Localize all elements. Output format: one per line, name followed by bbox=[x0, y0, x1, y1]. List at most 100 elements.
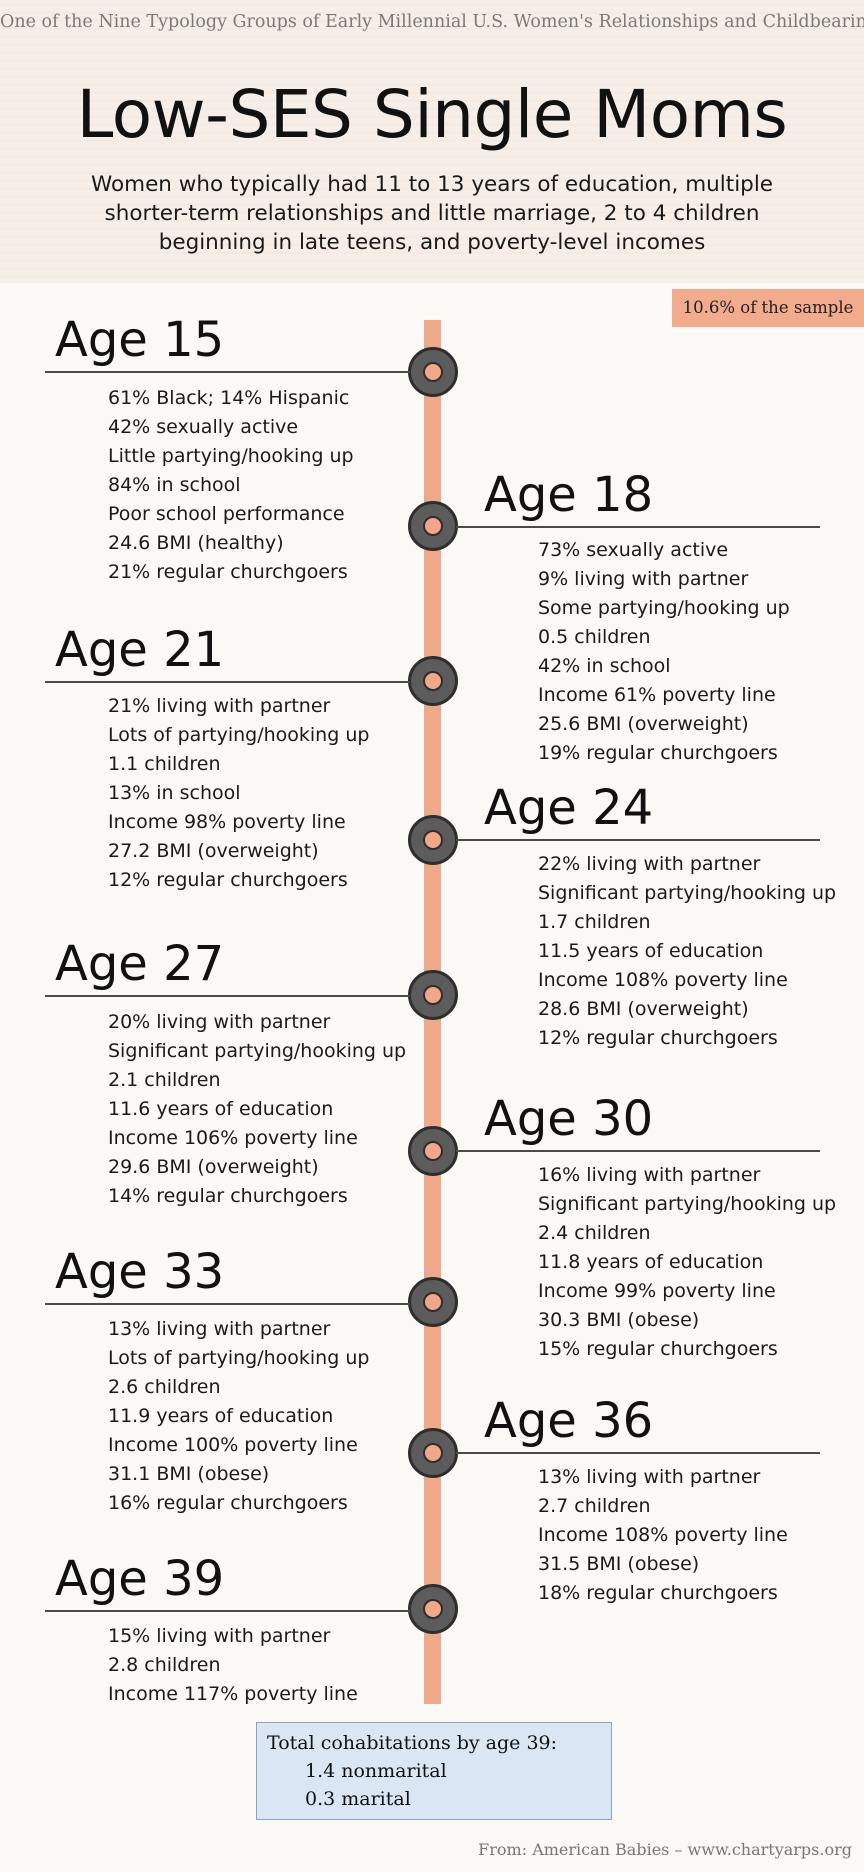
fact-item: Income 98% poverty line bbox=[108, 811, 346, 833]
age-21-rule bbox=[45, 681, 410, 683]
fact-item: 11.6 years of education bbox=[108, 1098, 334, 1120]
fact-item: 2.8 children bbox=[108, 1654, 221, 1676]
fact-item: Income 100% poverty line bbox=[108, 1434, 358, 1456]
fact-item: 1.1 children bbox=[108, 753, 221, 775]
summary-title: Total cohabitations by age 39: bbox=[267, 1732, 558, 1754]
fact-item: 14% regular churchgoers bbox=[108, 1185, 348, 1207]
fact-item: 31.5 BMI (obese) bbox=[538, 1553, 700, 1575]
age-36-label: Age 36 bbox=[484, 1393, 654, 1449]
fact-item: Poor school performance bbox=[108, 503, 345, 525]
fact-item: 21% living with partner bbox=[108, 695, 331, 717]
fact-item: 18% regular churchgoers bbox=[538, 1582, 778, 1604]
fact-item: 42% sexually active bbox=[108, 416, 299, 438]
fact-item: Income 108% poverty line bbox=[538, 1524, 788, 1546]
fact-item: Income 61% poverty line bbox=[538, 684, 776, 706]
age-21-label: Age 21 bbox=[55, 622, 225, 678]
sample-share-badge: 10.6% of the sample bbox=[672, 289, 864, 327]
timeline-node-age-30 bbox=[408, 1126, 458, 1176]
age-36-facts: 13% living with partner 2.7 children Inc… bbox=[538, 1463, 788, 1608]
fact-item: 13% living with partner bbox=[538, 1466, 761, 1488]
timeline-node-age-27 bbox=[408, 970, 458, 1020]
fact-item: 19% regular churchgoers bbox=[538, 742, 778, 764]
summary-marital: 0.3 marital bbox=[305, 1788, 411, 1810]
fact-item: 25.6 BMI (overweight) bbox=[538, 713, 749, 735]
fact-item: 16% living with partner bbox=[538, 1164, 761, 1186]
fact-item: Income 117% poverty line bbox=[108, 1683, 358, 1705]
fact-item: Lots of partying/hooking up bbox=[108, 1347, 370, 1369]
age-39-facts: 15% living with partner 2.8 children Inc… bbox=[108, 1622, 358, 1709]
fact-item: 2.4 children bbox=[538, 1222, 651, 1244]
header-banner: One of the Nine Typology Groups of Early… bbox=[0, 0, 864, 283]
age-24-label: Age 24 bbox=[484, 780, 654, 836]
fact-item: 29.6 BMI (overweight) bbox=[108, 1156, 319, 1178]
fact-item: 21% regular churchgoers bbox=[108, 561, 348, 583]
fact-item: 11.5 years of education bbox=[538, 940, 764, 962]
fact-item: Significant partying/hooking up bbox=[538, 1193, 837, 1215]
source-credit: From: American Babies – www.chartyarps.o… bbox=[478, 1840, 852, 1859]
age-33-rule bbox=[45, 1303, 410, 1305]
fact-item: Income 99% poverty line bbox=[538, 1280, 776, 1302]
fact-item: 16% regular churchgoers bbox=[108, 1492, 348, 1514]
fact-item: 13% in school bbox=[108, 782, 241, 804]
fact-item: Lots of partying/hooking up bbox=[108, 724, 370, 746]
timeline-node-age-33 bbox=[408, 1277, 458, 1327]
timeline-node-age-24 bbox=[408, 815, 458, 865]
page-subtitle: Women who typically had 11 to 13 years o… bbox=[90, 172, 774, 255]
age-18-rule bbox=[456, 526, 820, 528]
fact-item: Significant partying/hooking up bbox=[108, 1040, 407, 1062]
fact-item: 11.9 years of education bbox=[108, 1405, 334, 1427]
age-15-label: Age 15 bbox=[55, 312, 225, 368]
age-39-label: Age 39 bbox=[55, 1551, 225, 1607]
fact-item: 2.6 children bbox=[108, 1376, 221, 1398]
timeline-node-age-15 bbox=[408, 347, 458, 397]
timeline-node-age-21 bbox=[408, 656, 458, 706]
age-36-rule bbox=[456, 1452, 820, 1454]
age-24-rule bbox=[456, 839, 820, 841]
fact-item: 73% sexually active bbox=[538, 539, 729, 561]
age-30-facts: 16% living with partner Significant part… bbox=[538, 1161, 836, 1364]
fact-item: 31.1 BMI (obese) bbox=[108, 1463, 270, 1485]
cohabitation-summary-box: Total cohabitations by age 39: 1.4 nonma… bbox=[256, 1722, 612, 1820]
fact-item: 20% living with partner bbox=[108, 1011, 331, 1033]
fact-item: 24.6 BMI (healthy) bbox=[108, 532, 284, 554]
timeline-node-age-39 bbox=[408, 1584, 458, 1634]
fact-item: 30.3 BMI (obese) bbox=[538, 1309, 700, 1331]
fact-item: Income 108% poverty line bbox=[538, 969, 788, 991]
fact-item: 11.8 years of education bbox=[538, 1251, 764, 1273]
age-30-label: Age 30 bbox=[484, 1091, 654, 1147]
age-15-facts: 61% Black; 14% Hispanic 42% sexually act… bbox=[108, 384, 354, 587]
fact-item: 84% in school bbox=[108, 474, 241, 496]
fact-item: 13% living with partner bbox=[108, 1318, 331, 1340]
age-27-label: Age 27 bbox=[55, 936, 225, 992]
fact-item: 9% living with partner bbox=[538, 568, 749, 590]
age-18-label: Age 18 bbox=[484, 467, 654, 523]
fact-item: 12% regular churchgoers bbox=[108, 869, 348, 891]
age-15-rule bbox=[45, 371, 410, 373]
fact-item: Significant partying/hooking up bbox=[538, 882, 837, 904]
age-30-rule bbox=[456, 1150, 820, 1152]
age-24-facts: 22% living with partner Significant part… bbox=[538, 850, 836, 1053]
fact-item: Some partying/hooking up bbox=[538, 597, 790, 619]
timeline-node-age-36 bbox=[408, 1428, 458, 1478]
fact-item: Little partying/hooking up bbox=[108, 445, 354, 467]
fact-item: 2.7 children bbox=[538, 1495, 651, 1517]
age-21-facts: 21% living with partner Lots of partying… bbox=[108, 692, 369, 895]
fact-item: 15% living with partner bbox=[108, 1625, 331, 1647]
fact-item: 12% regular churchgoers bbox=[538, 1027, 778, 1049]
series-note: One of the Nine Typology Groups of Early… bbox=[0, 12, 864, 32]
timeline-node-age-18 bbox=[408, 501, 458, 551]
fact-item: 42% in school bbox=[538, 655, 671, 677]
fact-item: 22% living with partner bbox=[538, 853, 761, 875]
fact-item: 15% regular churchgoers bbox=[538, 1338, 778, 1360]
fact-item: 27.2 BMI (overweight) bbox=[108, 840, 319, 862]
age-33-label: Age 33 bbox=[55, 1244, 225, 1300]
page-title: Low-SES Single Moms bbox=[76, 76, 788, 153]
age-27-rule bbox=[45, 995, 410, 997]
age-18-facts: 73% sexually active 9% living with partn… bbox=[538, 536, 790, 768]
summary-nonmarital: 1.4 nonmarital bbox=[305, 1760, 447, 1782]
fact-item: 28.6 BMI (overweight) bbox=[538, 998, 749, 1020]
age-27-facts: 20% living with partner Significant part… bbox=[108, 1008, 406, 1211]
fact-item: 2.1 children bbox=[108, 1069, 221, 1091]
age-33-facts: 13% living with partner Lots of partying… bbox=[108, 1315, 369, 1518]
fact-item: 1.7 children bbox=[538, 911, 651, 933]
